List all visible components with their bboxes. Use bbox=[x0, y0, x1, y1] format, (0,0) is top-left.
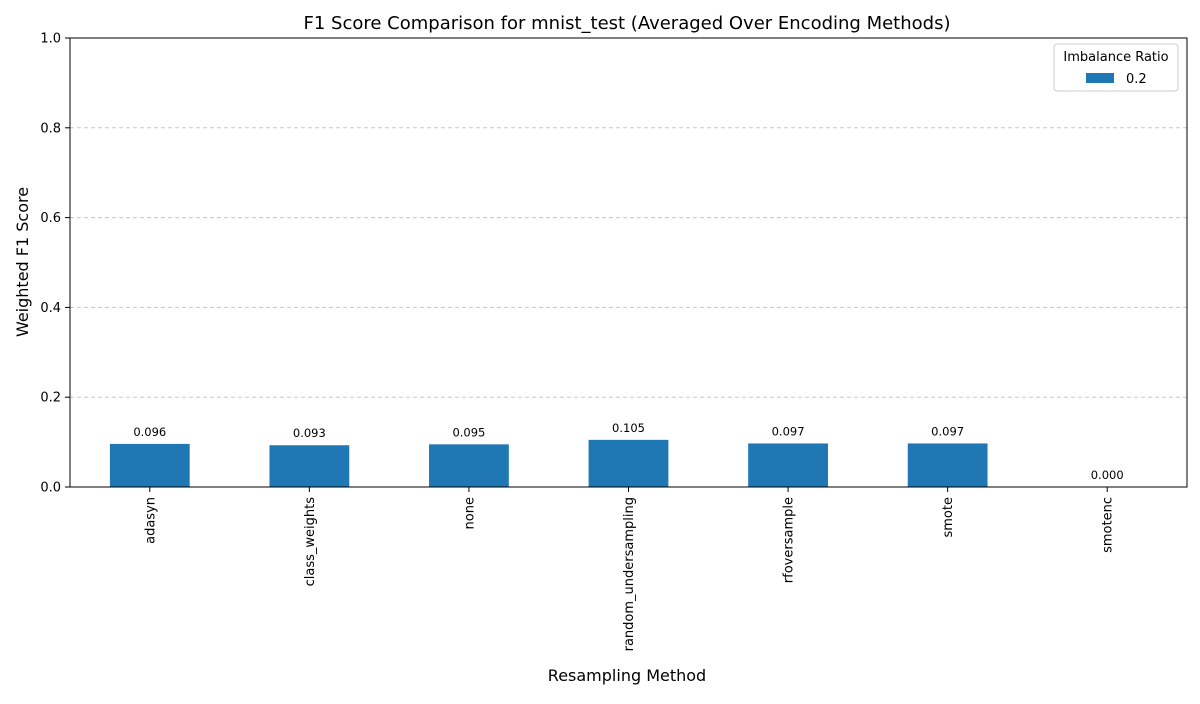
grid-layer bbox=[70, 127, 1187, 398]
legend-frame bbox=[1053, 43, 1179, 92]
bar-value-label: 0.000 bbox=[1091, 468, 1124, 482]
x-tick-label: adasyn bbox=[143, 497, 158, 544]
bars-layer bbox=[109, 439, 988, 487]
legend-series-label: 0.2 bbox=[1126, 72, 1147, 87]
bar-value-label: 0.097 bbox=[772, 424, 805, 438]
data-labels-layer: 0.096 0.093 0.095 0.105 0.097 0.097 0.000 bbox=[133, 421, 1123, 482]
legend-title: Imbalance Ratio bbox=[1063, 50, 1168, 65]
y-tick-label: 0.6 bbox=[40, 211, 61, 226]
bar bbox=[748, 443, 828, 487]
x-tick-label: none bbox=[462, 497, 477, 529]
bar bbox=[907, 443, 988, 487]
x-tick-label: smotenc bbox=[1101, 497, 1116, 553]
plot-frame bbox=[69, 37, 1188, 488]
y-tick-label: 0.0 bbox=[40, 481, 61, 496]
axes-layer bbox=[69, 37, 1188, 488]
y-tick-label: 1.0 bbox=[40, 32, 61, 47]
bar-value-label: 0.105 bbox=[612, 421, 645, 435]
bar bbox=[269, 445, 350, 487]
bar-value-label: 0.093 bbox=[293, 426, 326, 440]
y-ticks-layer: 0.0 0.2 0.4 0.6 0.8 1.0 bbox=[40, 32, 70, 496]
x-tick-label: rfoversample bbox=[782, 497, 797, 583]
bar bbox=[588, 439, 669, 487]
bar-value-label: 0.097 bbox=[931, 424, 964, 438]
x-axis-label: Resampling Method bbox=[548, 666, 706, 685]
y-tick-label: 0.2 bbox=[40, 391, 61, 406]
x-ticks-layer: adasyn class_weights none random_undersampl… bbox=[143, 487, 1116, 651]
bar bbox=[429, 444, 509, 487]
bar-value-label: 0.096 bbox=[133, 425, 166, 439]
legend: Imbalance Ratio 0.2 bbox=[1053, 43, 1179, 92]
y-tick-label: 0.8 bbox=[40, 121, 61, 136]
chart-title: F1 Score Comparison for mnist_test (Aver… bbox=[304, 13, 951, 34]
x-tick-label: class_weights bbox=[303, 497, 318, 587]
x-tick-label: smote bbox=[941, 497, 956, 538]
legend-swatch bbox=[1086, 73, 1114, 83]
bar bbox=[109, 443, 190, 487]
y-tick-label: 0.4 bbox=[40, 301, 61, 316]
y-axis-label: Weighted F1 Score bbox=[13, 187, 32, 337]
bar-value-label: 0.095 bbox=[452, 425, 485, 439]
x-tick-label: random_undersampling bbox=[622, 497, 637, 651]
